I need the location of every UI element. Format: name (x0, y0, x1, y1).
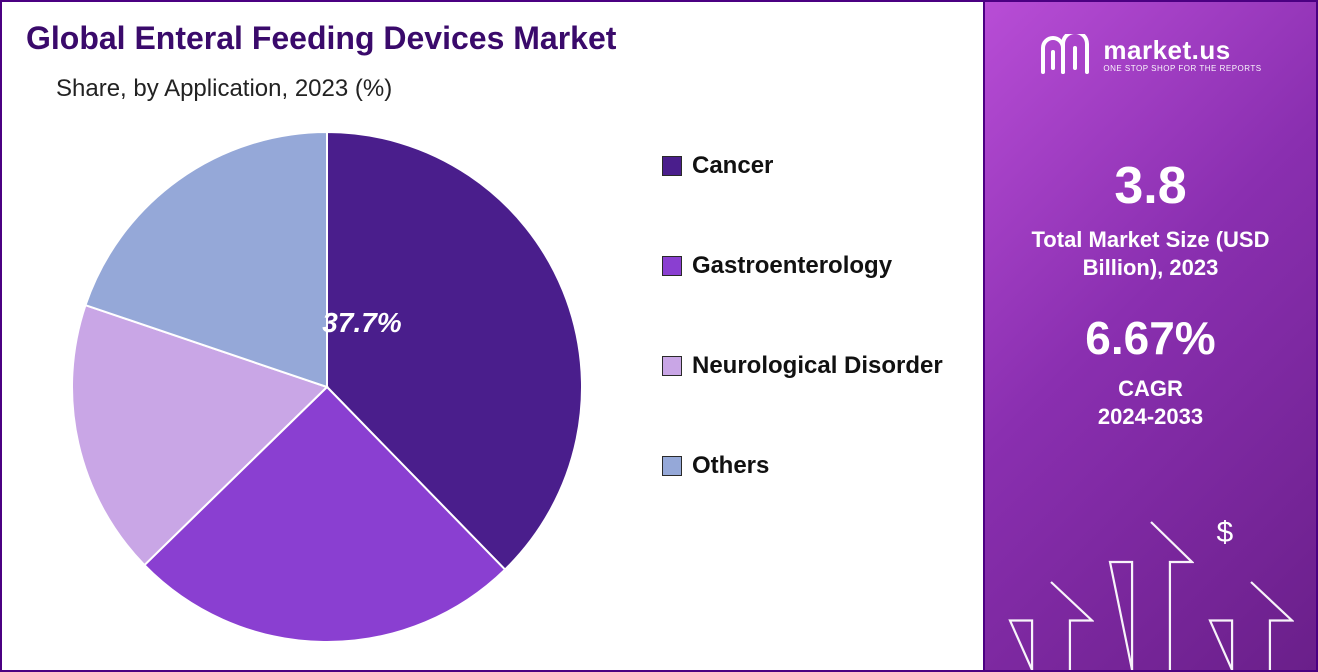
legend-item: Neurological Disorder (662, 352, 943, 380)
cagr-label: CAGR 2024-2033 (985, 375, 1316, 430)
up-arrow-icon (1208, 580, 1294, 670)
left-panel: Global Enteral Feeding Devices Market Sh… (0, 0, 985, 672)
growth-arrows-icon (985, 520, 1316, 670)
legend-swatch (662, 156, 682, 176)
right-panel: market.us ONE STOP SHOP FOR THE REPORTS … (985, 0, 1318, 672)
legend-label: Neurological Disorder (692, 352, 943, 380)
legend-swatch (662, 456, 682, 476)
chart-subtitle: Share, by Application, 2023 (%) (56, 75, 959, 103)
pie-chart: 37.7% (62, 122, 592, 657)
legend-item: Gastroenterology (662, 252, 943, 280)
legend-item: Cancer (662, 152, 943, 180)
market-size-label: Total Market Size (USD Billion), 2023 (985, 226, 1316, 281)
legend-label: Cancer (692, 152, 773, 180)
legend-swatch (662, 356, 682, 376)
pie-callout: 37.7% (322, 307, 401, 338)
up-arrow-icon (1008, 580, 1094, 670)
legend-item: Others (662, 452, 943, 480)
cagr-value: 6.67% (985, 311, 1316, 365)
market-size-value: 3.8 (985, 156, 1316, 216)
legend-label: Gastroenterology (692, 252, 892, 280)
logo-mark-icon (1039, 34, 1093, 76)
legend-swatch (662, 256, 682, 276)
chart-title: Global Enteral Feeding Devices Market (26, 20, 959, 57)
brand-tagline: ONE STOP SHOP FOR THE REPORTS (1103, 65, 1261, 73)
legend: Cancer Gastroenterology Neurological Disor… (662, 152, 943, 480)
brand-logo: market.us ONE STOP SHOP FOR THE REPORTS (985, 34, 1316, 76)
legend-label: Others (692, 452, 769, 480)
brand-name: market.us (1103, 37, 1261, 63)
up-arrow-icon (1108, 520, 1194, 670)
